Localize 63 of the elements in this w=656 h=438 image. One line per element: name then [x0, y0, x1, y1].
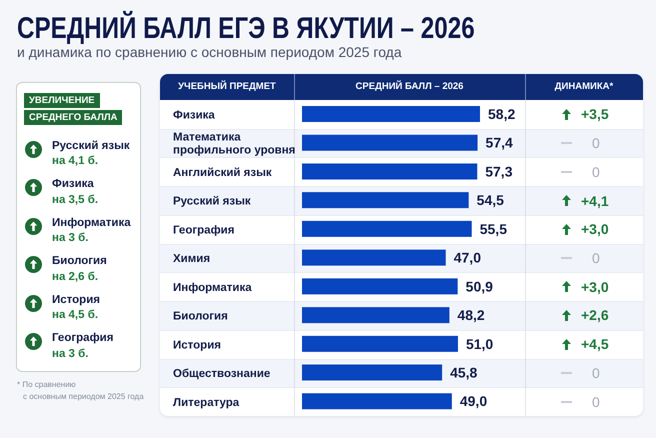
data-label: 48,2: [457, 307, 485, 324]
y-tick-label: Биология: [173, 310, 228, 323]
text: +3,0: [581, 220, 609, 238]
data-label: 47,0: [454, 250, 482, 266]
y-tick-label: Литература: [173, 396, 240, 409]
text: на 3,5 б.: [52, 192, 98, 208]
data-label: 49,0: [460, 393, 488, 410]
text: 0: [592, 364, 600, 382]
data-label: 57,3: [485, 163, 513, 180]
text: на 3 б.: [52, 346, 90, 362]
bar: [302, 364, 442, 381]
bar: [302, 220, 472, 237]
y-tick-label: Информатика: [173, 282, 252, 294]
chart-title: СРЕДНИЙ БАЛЛ ЕГЭ В ЯКУТИИ – 2026: [17, 12, 475, 46]
y-tick-label: История: [173, 339, 221, 352]
text: +3,0: [581, 278, 609, 296]
x-axis-title: СРЕДНИЙ БАЛЛ – 2026: [354, 79, 464, 94]
bar: [302, 106, 480, 122]
text: +2,6: [581, 306, 609, 324]
text: на 2,6 б.: [52, 270, 100, 284]
text: +4,5: [581, 335, 609, 354]
text: 0: [592, 134, 600, 152]
data-label: 51,0: [466, 336, 494, 352]
data-label: 50,9: [466, 278, 494, 294]
text: Физика: [52, 177, 95, 192]
y-tick-label: Химия: [173, 253, 210, 266]
bar: [302, 307, 450, 324]
bar: [302, 278, 458, 294]
text: * По сравнению с основным периодом 2025 года: [17, 379, 145, 403]
text: Информатика: [52, 216, 131, 230]
bar: [302, 192, 469, 208]
text: Биология: [52, 254, 107, 269]
bar: [302, 163, 478, 180]
bar: [302, 336, 458, 352]
text: +4,1: [581, 192, 609, 210]
text: 0: [592, 249, 600, 267]
text: История: [52, 292, 100, 308]
text: +3,5: [581, 105, 609, 124]
bar: [302, 134, 478, 151]
data-label: 58,2: [488, 106, 516, 122]
text: на 4,1 б.: [52, 154, 100, 169]
data-label: 54,5: [476, 192, 504, 208]
y-tick-label: Английский язык: [173, 166, 272, 179]
y-axis-title: УЧЕБНЫЙ ПРЕДМЕТ: [177, 79, 277, 94]
text: на 3 б.: [52, 231, 90, 246]
bar: [302, 250, 446, 266]
y-tick-label: География: [173, 224, 234, 236]
text: География: [52, 331, 114, 346]
y-tick-label: Русский язык: [173, 196, 251, 208]
text: УВЕЛИЧЕНИЕ СРЕДНЕГО БАЛЛА: [24, 93, 122, 125]
text: 0: [592, 162, 600, 181]
text: Русский язык: [52, 138, 130, 154]
text: ДИНАМИКА*: [554, 80, 614, 94]
y-tick-label: Математика профильного уровня: [173, 132, 296, 157]
chart-subtitle: и динамика по сравнению с основным периодом 2025 года: [17, 44, 402, 60]
data-label: 45,8: [450, 364, 478, 381]
text: 0: [592, 392, 600, 411]
data-label: 55,5: [480, 220, 508, 237]
text: на 4,5 б.: [52, 308, 100, 323]
y-tick-label: Физика: [173, 110, 216, 122]
y-tick-label: Обществознание: [173, 368, 270, 380]
data-label: 57,4: [486, 134, 514, 151]
bar: [302, 393, 452, 410]
